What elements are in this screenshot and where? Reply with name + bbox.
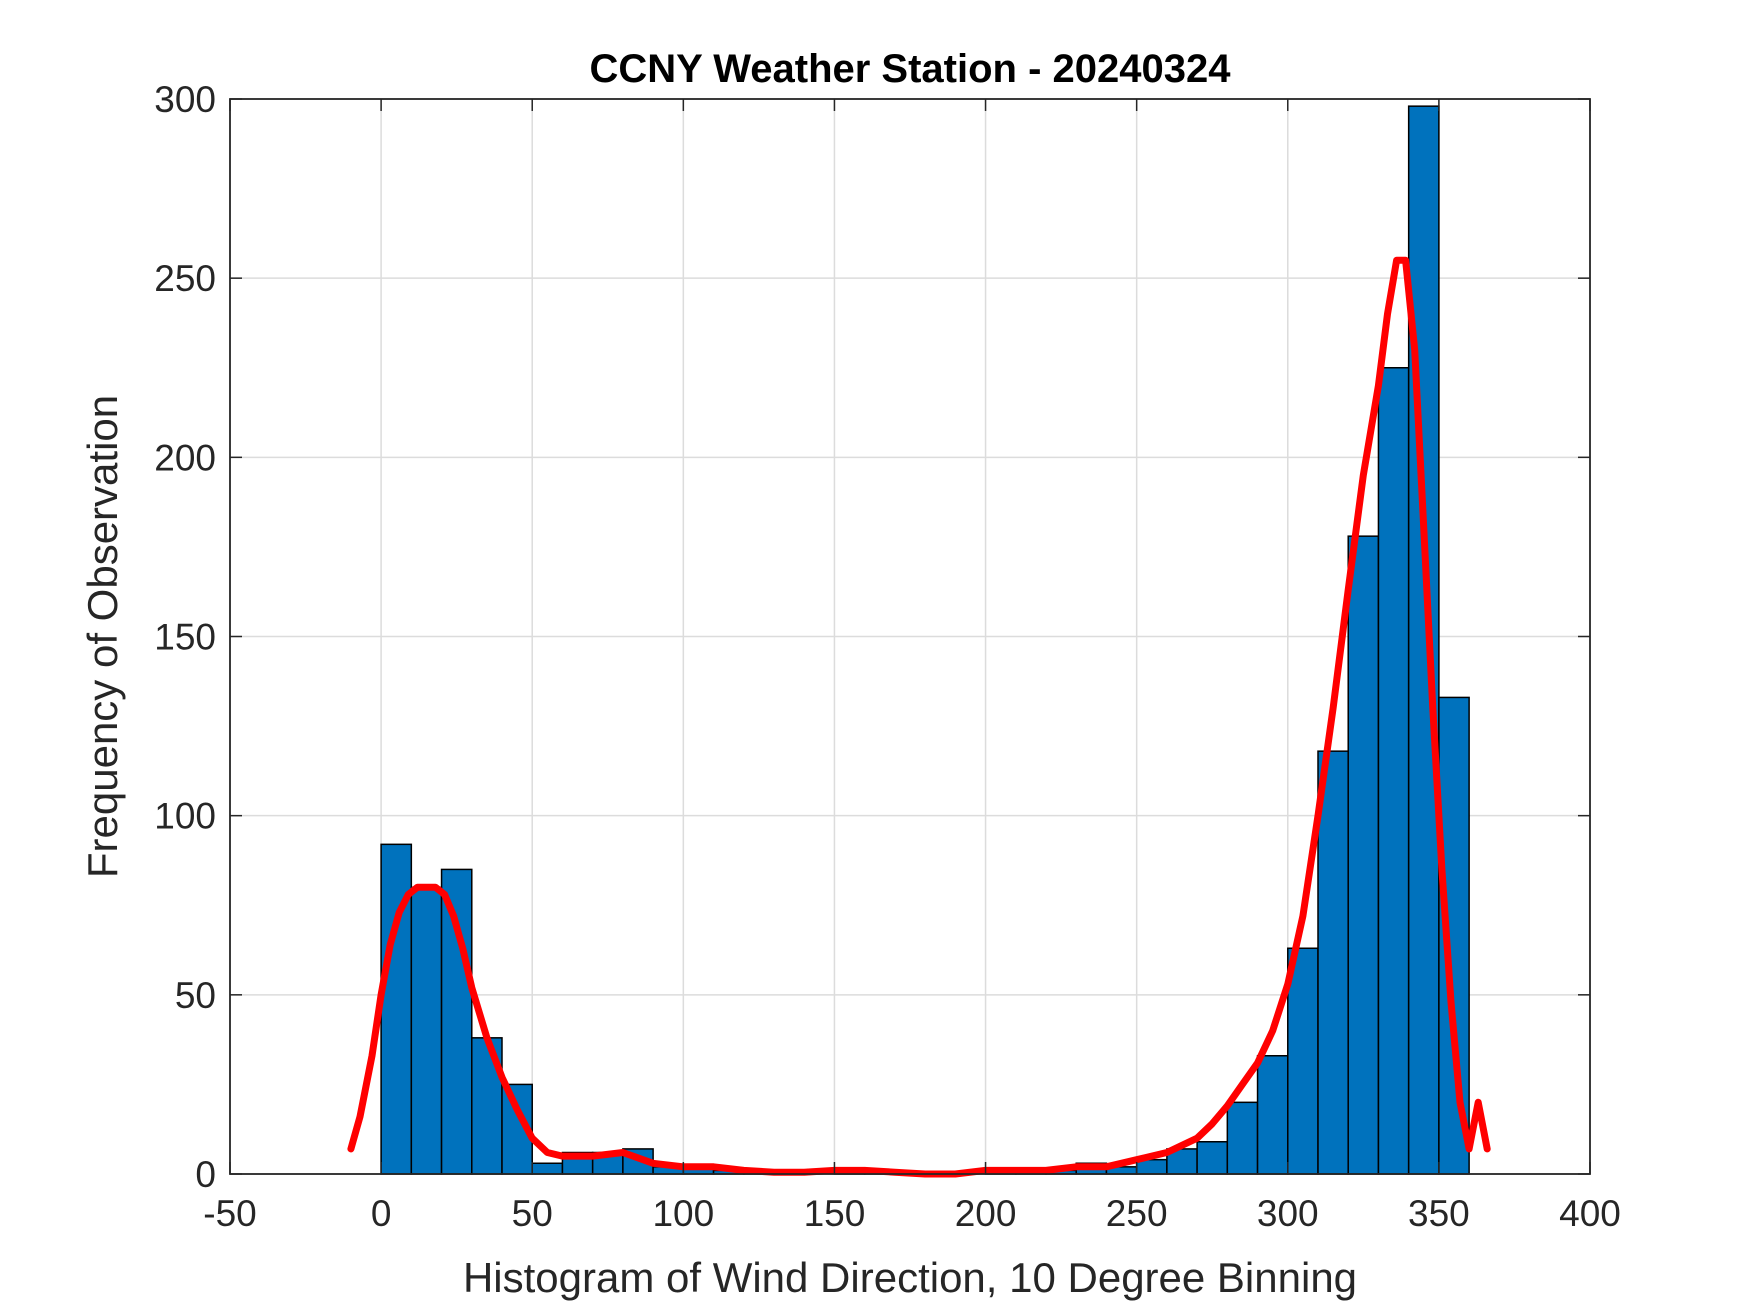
axes-box [229, 98, 1591, 1175]
y-tick-label: 50 [175, 975, 216, 1016]
histogram-bar [1317, 750, 1349, 1175]
y-tick-label: 150 [154, 617, 216, 658]
chart-title: CCNY Weather Station - 20240324 [590, 47, 1232, 91]
histogram-bar [1377, 367, 1410, 1175]
x-tick-label: 100 [652, 1193, 714, 1234]
y-tick-label: 200 [154, 437, 216, 478]
x-tick-label: -50 [203, 1193, 256, 1234]
axes [229, 98, 1591, 1175]
histogram-bar [1226, 1101, 1259, 1175]
x-axis-label: Histogram of Wind Direction, 10 Degree B… [463, 1254, 1357, 1301]
x-tick-label: 0 [371, 1193, 392, 1234]
histogram-bar [531, 1162, 564, 1175]
y-axis-label: Frequency of Observation [79, 395, 126, 878]
histogram-bar [1407, 105, 1440, 1175]
y-tick-label: 250 [154, 258, 216, 299]
x-tick-label: 150 [804, 1193, 866, 1234]
histogram-bar [410, 886, 443, 1175]
y-axis-ticks: 0 50 100 150 200 250 300 [154, 79, 216, 1195]
histogram-bar [1196, 1141, 1229, 1175]
x-tick-label: 400 [1559, 1193, 1621, 1234]
x-tick-label: 250 [1106, 1193, 1168, 1234]
y-tick-label: 100 [154, 796, 216, 837]
y-tick-label: 0 [195, 1154, 216, 1195]
y-tick-label: 300 [154, 79, 216, 120]
histogram-bar [1347, 535, 1380, 1175]
histogram-bar [1256, 1055, 1289, 1175]
x-tick-label: 300 [1257, 1193, 1319, 1234]
x-tick-label: 350 [1408, 1193, 1470, 1234]
x-tick-label: 200 [955, 1193, 1017, 1234]
x-axis-ticks: -50 0 50 100 150 200 250 300 350 400 [203, 1193, 1621, 1234]
x-tick-label: 50 [512, 1193, 553, 1234]
histogram-bar [1287, 947, 1319, 1175]
